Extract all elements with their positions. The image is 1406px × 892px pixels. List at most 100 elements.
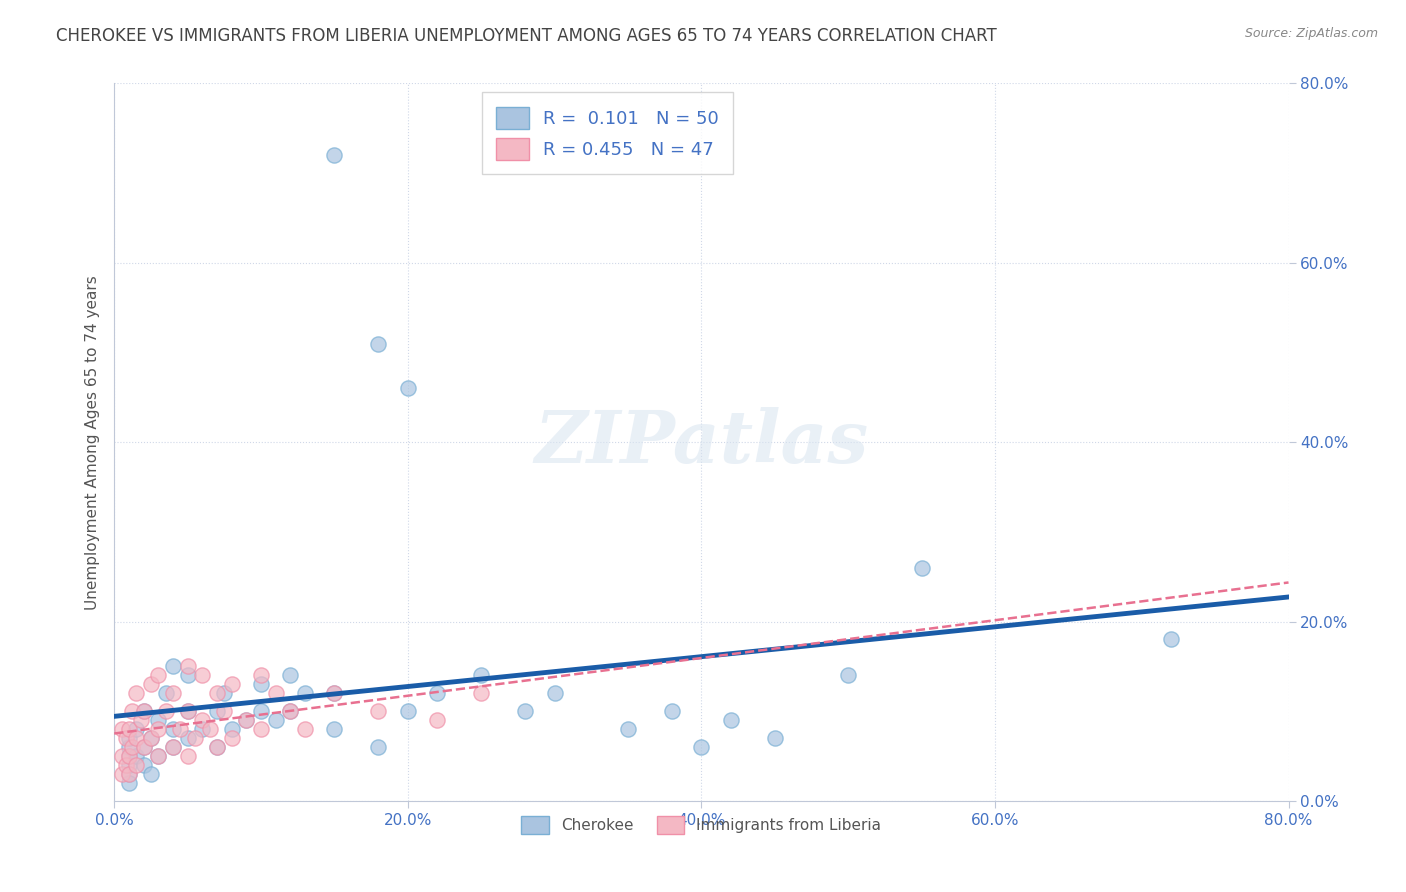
Cherokee bbox=[690, 740, 713, 755]
Cherokee bbox=[323, 148, 346, 162]
Immigrants from Liberia bbox=[470, 686, 492, 700]
Cherokee bbox=[148, 749, 170, 764]
Cherokee bbox=[396, 381, 419, 395]
Cherokee bbox=[162, 740, 184, 755]
Cherokee bbox=[250, 704, 273, 718]
Cherokee bbox=[191, 722, 214, 736]
Immigrants from Liberia bbox=[264, 686, 287, 700]
Immigrants from Liberia bbox=[125, 758, 148, 772]
Cherokee bbox=[720, 713, 742, 727]
Cherokee bbox=[118, 731, 141, 745]
Immigrants from Liberia bbox=[198, 722, 221, 736]
Cherokee bbox=[323, 686, 346, 700]
Cherokee bbox=[1160, 632, 1182, 647]
Cherokee bbox=[176, 668, 198, 682]
Cherokee bbox=[139, 767, 162, 781]
Cherokee bbox=[118, 749, 141, 764]
Cherokee bbox=[426, 686, 449, 700]
Immigrants from Liberia bbox=[250, 722, 273, 736]
Cherokee bbox=[264, 713, 287, 727]
Immigrants from Liberia bbox=[205, 686, 228, 700]
Immigrants from Liberia bbox=[426, 713, 449, 727]
Immigrants from Liberia bbox=[169, 722, 191, 736]
Immigrants from Liberia bbox=[250, 668, 273, 682]
Cherokee bbox=[910, 560, 932, 574]
Cherokee bbox=[617, 722, 640, 736]
Cherokee bbox=[162, 722, 184, 736]
Cherokee bbox=[543, 686, 565, 700]
Cherokee bbox=[661, 704, 683, 718]
Immigrants from Liberia bbox=[132, 740, 155, 755]
Cherokee bbox=[278, 704, 301, 718]
Immigrants from Liberia bbox=[148, 749, 170, 764]
Immigrants from Liberia bbox=[121, 740, 143, 755]
Cherokee bbox=[470, 668, 492, 682]
Immigrants from Liberia bbox=[129, 713, 152, 727]
Immigrants from Liberia bbox=[110, 722, 132, 736]
Immigrants from Liberia bbox=[110, 749, 132, 764]
Cherokee bbox=[132, 740, 155, 755]
Cherokee bbox=[148, 713, 170, 727]
Immigrants from Liberia bbox=[184, 731, 207, 745]
Cherokee bbox=[155, 686, 177, 700]
Cherokee bbox=[118, 740, 141, 755]
Cherokee bbox=[162, 659, 184, 673]
Cherokee bbox=[176, 731, 198, 745]
Immigrants from Liberia bbox=[367, 704, 389, 718]
Cherokee bbox=[205, 704, 228, 718]
Y-axis label: Unemployment Among Ages 65 to 74 years: Unemployment Among Ages 65 to 74 years bbox=[86, 275, 100, 609]
Cherokee bbox=[118, 776, 141, 790]
Cherokee bbox=[763, 731, 786, 745]
Immigrants from Liberia bbox=[176, 659, 198, 673]
Immigrants from Liberia bbox=[125, 731, 148, 745]
Immigrants from Liberia bbox=[148, 722, 170, 736]
Immigrants from Liberia bbox=[221, 731, 243, 745]
Cherokee bbox=[837, 668, 859, 682]
Immigrants from Liberia bbox=[125, 686, 148, 700]
Immigrants from Liberia bbox=[121, 704, 143, 718]
Immigrants from Liberia bbox=[162, 740, 184, 755]
Immigrants from Liberia bbox=[162, 686, 184, 700]
Immigrants from Liberia bbox=[132, 704, 155, 718]
Immigrants from Liberia bbox=[294, 722, 316, 736]
Immigrants from Liberia bbox=[118, 722, 141, 736]
Cherokee bbox=[125, 722, 148, 736]
Cherokee bbox=[118, 758, 141, 772]
Immigrants from Liberia bbox=[176, 749, 198, 764]
Cherokee bbox=[294, 686, 316, 700]
Immigrants from Liberia bbox=[118, 749, 141, 764]
Immigrants from Liberia bbox=[221, 677, 243, 691]
Immigrants from Liberia bbox=[176, 704, 198, 718]
Immigrants from Liberia bbox=[235, 713, 257, 727]
Immigrants from Liberia bbox=[139, 731, 162, 745]
Cherokee bbox=[132, 758, 155, 772]
Immigrants from Liberia bbox=[214, 704, 236, 718]
Text: Source: ZipAtlas.com: Source: ZipAtlas.com bbox=[1244, 27, 1378, 40]
Cherokee bbox=[323, 722, 346, 736]
Immigrants from Liberia bbox=[139, 677, 162, 691]
Cherokee bbox=[278, 668, 301, 682]
Immigrants from Liberia bbox=[191, 713, 214, 727]
Immigrants from Liberia bbox=[118, 767, 141, 781]
Cherokee bbox=[515, 704, 537, 718]
Legend: Cherokee, Immigrants from Liberia: Cherokee, Immigrants from Liberia bbox=[512, 806, 890, 844]
Cherokee bbox=[214, 686, 236, 700]
Cherokee bbox=[367, 336, 389, 351]
Cherokee bbox=[139, 731, 162, 745]
Immigrants from Liberia bbox=[115, 758, 138, 772]
Cherokee bbox=[250, 677, 273, 691]
Immigrants from Liberia bbox=[205, 740, 228, 755]
Immigrants from Liberia bbox=[110, 767, 132, 781]
Immigrants from Liberia bbox=[148, 668, 170, 682]
Immigrants from Liberia bbox=[278, 704, 301, 718]
Cherokee bbox=[132, 704, 155, 718]
Immigrants from Liberia bbox=[323, 686, 346, 700]
Immigrants from Liberia bbox=[155, 704, 177, 718]
Cherokee bbox=[396, 704, 419, 718]
Text: CHEROKEE VS IMMIGRANTS FROM LIBERIA UNEMPLOYMENT AMONG AGES 65 TO 74 YEARS CORRE: CHEROKEE VS IMMIGRANTS FROM LIBERIA UNEM… bbox=[56, 27, 997, 45]
Cherokee bbox=[125, 749, 148, 764]
Cherokee bbox=[118, 767, 141, 781]
Cherokee bbox=[235, 713, 257, 727]
Cherokee bbox=[205, 740, 228, 755]
Immigrants from Liberia bbox=[191, 668, 214, 682]
